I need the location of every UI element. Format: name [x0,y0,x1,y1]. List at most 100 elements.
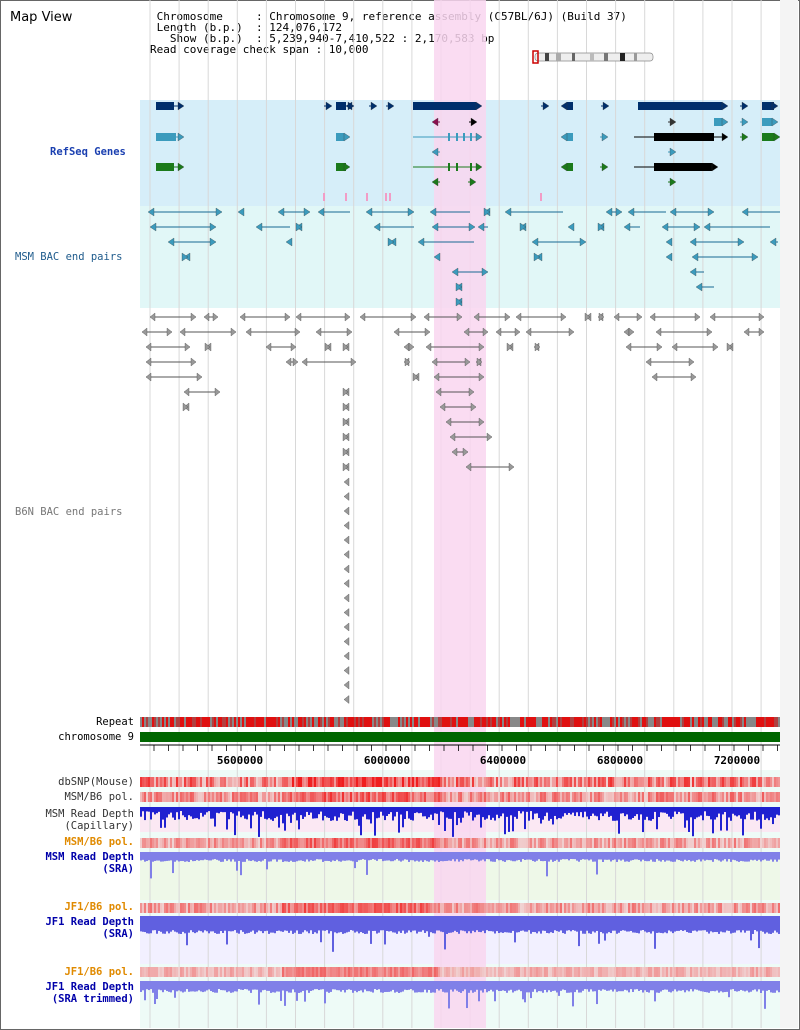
jf1-b6-pol-trimmed-label[interactable]: JF1/B6 pol. [64,966,134,978]
dbsnp-label[interactable]: dbSNP(Mouse) [58,776,134,788]
b6n-bac-end [486,432,493,442]
repeat-segment [518,717,520,727]
jf1-sra-depth-bar [264,916,266,932]
msm-capillary-depth-bar [528,807,530,821]
msm-b6-pol-heat-cell [498,792,500,802]
b6n-bac-end-stack [343,492,350,501]
msm-b6-pol-heat-cell [576,792,578,802]
msm-b6-pol-heat-cell [156,792,158,802]
msm-sra-depth-bar [344,852,346,861]
msm-b6-pol-sra-heat-cell [738,838,740,848]
msm-sra-depth-bar [542,852,544,862]
dbsnp-heat-cell [352,777,354,787]
msm-b6-pol-sra-label[interactable]: MSM/B6 pol. [64,836,134,848]
jf1-trimmed-depth-bar [186,981,188,990]
msm-capillary-depth-bar [172,807,174,818]
msm-capillary-depth-bar [400,807,402,815]
b6n-bac-end [726,342,733,352]
msm-b6-pol-sra-heat-cell [774,838,776,848]
msm-b6-pol-sra-heat-cell [666,838,668,848]
msm-b6-pol-heat-cell [448,792,450,802]
msm-b6-pol-sra-heat-cell [230,838,232,848]
dbsnp-heat-cell [394,777,396,787]
msm-sra-depth-bar [604,852,606,860]
msm-b6-pol-heat-cell [496,792,498,802]
msm-b6-pol-label[interactable]: MSM/B6 pol. [64,791,134,803]
refseq-exon [456,163,458,171]
dbsnp-heat-cell [514,777,516,787]
msm-b6-pol-heat-cell [192,792,194,802]
jf1-b6-pol-trimmed-heat-cell [152,967,154,977]
jf1-b6-pol-heat-cell [488,903,490,913]
repeat-segment [542,717,544,727]
refseq-genes-label[interactable]: RefSeq Genes [50,146,126,158]
msm-b6-pol-heat-cell [288,792,290,802]
msm-bac-end [597,222,605,232]
jf1-trim-label-line1: JF1 Read Depth [45,981,134,993]
b6n-bac-end [342,447,349,457]
msm-b6-pol-sra-heat-cell [164,838,166,848]
repeat-segment [464,717,466,727]
refseq-exon [156,163,174,171]
dbsnp-heat-cell [420,777,422,787]
msm-b6-pol-heat-cell [204,792,206,802]
msm-capillary-depth-bar [312,807,314,819]
dbsnp-heat-cell [548,777,550,787]
jf1-b6-pol-heat-cell [478,903,480,913]
jf1-b6-pol-trimmed-heat-cell [140,967,142,977]
jf1-trimmed-depth-bar [486,981,488,993]
b6n-bac-end-pairs-label[interactable]: B6N BAC end pairs [15,506,123,518]
jf1-trimmed-depth-bar [618,981,620,992]
dbsnp-heat-cell [220,777,222,787]
jf1-trimmed-depth-bar [600,981,602,991]
jf1-b6-pol-heat-cell [666,903,668,913]
jf1-b6-pol-heat-cell [422,903,424,913]
dbsnp-heat-cell [728,777,730,787]
jf1-trimmed-depth-bar [172,981,174,991]
jf1-sra-depth-bar [432,916,434,934]
repeat-segment [438,717,440,727]
jf1-b6-pol-trimmed-heat-cell [592,967,594,977]
repeat-segment [426,717,428,727]
jf1-read-depth-trimmed-label[interactable]: JF1 Read Depth (SRA trimmed) [45,981,134,1005]
jf1-sra-depth-bar [642,916,644,931]
msm-b6-pol-sra-heat-cell [492,838,494,848]
jf1-trimmed-depth-bar [556,981,558,993]
msm-read-depth-capillary-label[interactable]: MSM Read Depth (Capillary) [45,808,134,832]
msm-capillary-depth-bar [478,807,480,815]
jf1-sra-depth-bar [484,916,486,934]
dbsnp-heat-cell [444,777,446,787]
msm-sra-depth-bar [458,852,460,862]
jf1-read-depth-sra-label[interactable]: JF1 Read Depth (SRA) [45,916,134,940]
msm-sra-depth-bar [262,852,264,861]
repeat-segment [564,717,566,727]
jf1-b6-pol-trimmed-heat-cell [742,967,744,977]
jf1-trimmed-depth-bar [736,981,738,992]
jf1-sra-depth-bar [742,916,744,931]
msm-bac-end-pairs-label[interactable]: MSM BAC end pairs [15,251,123,263]
repeat-segment [326,717,328,727]
jf1-b6-pol-trimmed-heat-cell [712,967,714,977]
jf1-b6-pol-trimmed-heat-cell [456,967,458,977]
dbsnp-heat-cell [468,777,470,787]
jf1-b6-pol-heat-cell [436,903,438,913]
jf1-b6-pol-trimmed-heat-cell [258,967,260,977]
dbsnp-heat-cell [502,777,504,787]
dbsnp-heat-cell [748,777,750,787]
dbsnp-heat-cell [550,777,552,787]
jf1-sra-depth-bar [506,916,508,933]
jf1-b6-pol-heat-cell [640,903,642,913]
msm-b6-pol-heat-cell [488,792,490,802]
msm-b6-pol-heat-cell [414,792,416,802]
msm-read-depth-sra-label[interactable]: MSM Read Depth (SRA) [45,851,134,875]
jf1-trimmed-depth-bar [650,981,652,991]
repeat-segment [770,717,772,727]
msm-b6-pol-heat-cell [516,792,518,802]
jf1-trimmed-depth-bar [476,981,478,990]
jf1-sra-depth-bar [438,916,440,931]
msm-b6-pol-sra-heat-cell [616,838,618,848]
msm-b6-pol-sra-heat-cell [636,838,638,848]
jf1-b6-pol-label[interactable]: JF1/B6 pol. [64,901,134,913]
msm-b6-pol-heat-cell [358,792,360,802]
